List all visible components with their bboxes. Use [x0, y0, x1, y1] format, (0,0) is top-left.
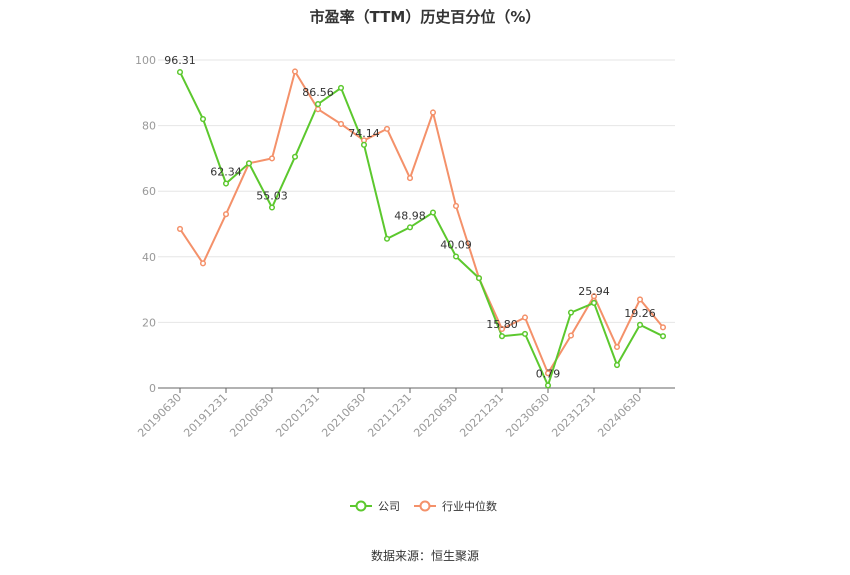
data-point: [544, 382, 552, 389]
data-label: 15.80: [486, 318, 518, 331]
data-source: 数据来源：恒生聚源: [370, 549, 479, 563]
data-point: [314, 101, 322, 108]
data-point: [360, 141, 368, 148]
legend-marker: [355, 500, 367, 512]
data-point: [636, 296, 644, 303]
data-label: 86.56: [302, 86, 334, 99]
x-axis: 2019063020191231202006302020123120210630…: [135, 387, 675, 440]
data-point: [498, 333, 506, 340]
data-point: [659, 324, 667, 331]
data-point: [452, 202, 460, 210]
data-point: [590, 299, 598, 306]
y-tick-label: 100: [135, 54, 156, 67]
data-point: [176, 69, 184, 76]
data-point: [613, 361, 621, 369]
chart-title: 市盈率（TTM）历史百分位（%）: [309, 8, 541, 26]
x-tick-label: 20230630: [503, 391, 552, 440]
grid-lines: [158, 59, 675, 323]
data-point: [337, 120, 345, 128]
data-point: [429, 109, 437, 116]
data-point: [291, 153, 299, 160]
x-tick-label: 20200630: [227, 391, 276, 440]
data-label: 96.31: [164, 54, 196, 67]
data-point: [268, 155, 276, 162]
x-tick-label: 20231231: [549, 391, 598, 440]
x-tick-label: 20221231: [457, 391, 506, 440]
x-tick-label: 20220630: [411, 391, 460, 440]
data-point: [475, 275, 483, 282]
data-point: [567, 332, 575, 339]
x-tick-label: 20201231: [273, 391, 322, 440]
series-points: [176, 68, 667, 389]
data-label: 74.14: [348, 127, 380, 140]
legend-label[interactable]: 公司: [378, 500, 400, 513]
y-tick-label: 80: [142, 120, 156, 133]
y-tick-label: 40: [142, 251, 156, 264]
data-point: [521, 314, 529, 321]
series-lines: [179, 68, 664, 389]
data-point: [544, 370, 552, 377]
data-point: [222, 180, 230, 187]
data-label: 0.79: [536, 367, 561, 380]
y-tick-label: 20: [142, 316, 156, 329]
data-point: [659, 333, 667, 340]
y-axis-ticks: 0 20 40 60 80 100: [135, 54, 156, 395]
data-label: 25.94: [578, 285, 610, 298]
x-tick-label: 20210630: [319, 391, 368, 440]
data-point: [268, 204, 276, 211]
data-point: [176, 225, 184, 232]
data-point: [636, 321, 644, 328]
x-tick-label: 20191231: [181, 391, 230, 440]
data-label: 19.26: [624, 307, 656, 320]
legend-label[interactable]: 行业中位数: [442, 499, 497, 513]
legend: 公司 行业中位数: [350, 499, 497, 513]
data-point: [199, 115, 207, 123]
data-point: [613, 343, 621, 351]
data-label: 40.09: [440, 239, 472, 252]
data-label: 55.03: [256, 190, 288, 203]
data-point: [383, 235, 391, 242]
x-tick-label: 20190630: [135, 391, 184, 440]
data-point: [521, 330, 529, 337]
data-point: [567, 309, 575, 316]
data-point: [406, 224, 414, 231]
x-tick-label: 20240630: [595, 391, 644, 440]
y-tick-label: 0: [149, 382, 156, 395]
data-point: [291, 68, 299, 75]
data-point: [245, 160, 253, 167]
data-point: [590, 293, 598, 300]
series-line-industry: [179, 68, 664, 376]
data-point: [406, 175, 414, 182]
data-labels: 96.31 62.34 55.03 86.56 74.14 48.98 40.09 15.80…: [164, 54, 656, 380]
data-label: 62.34: [210, 166, 242, 179]
x-tick-label: 20211231: [365, 391, 414, 440]
data-point: [429, 209, 437, 216]
data-point: [222, 211, 230, 218]
legend-marker: [419, 500, 431, 512]
y-tick-label: 60: [142, 185, 156, 198]
data-point: [314, 106, 322, 113]
data-point: [337, 84, 345, 91]
data-point: [498, 325, 506, 333]
data-point: [452, 253, 460, 260]
data-point: [383, 125, 391, 132]
series-line-company: [179, 71, 664, 389]
data-label: 48.98: [394, 209, 426, 222]
data-point: [199, 260, 207, 267]
